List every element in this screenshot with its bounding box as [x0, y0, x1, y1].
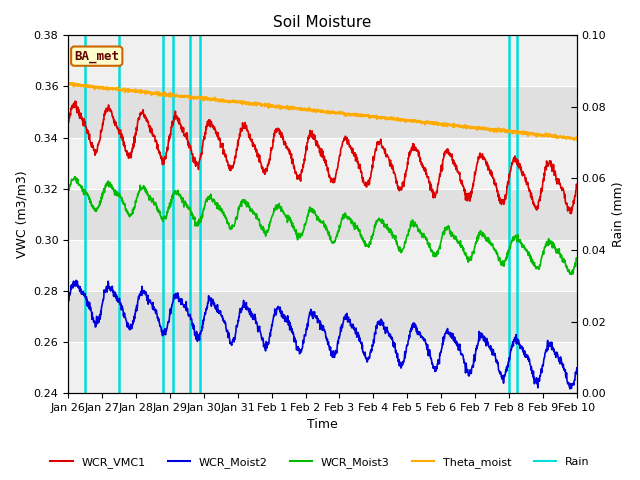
Bar [68, 291, 577, 342]
Y-axis label: VWC (m3/m3): VWC (m3/m3) [15, 170, 28, 258]
Bar [68, 86, 577, 138]
Y-axis label: Rain (mm): Rain (mm) [612, 181, 625, 247]
Title: Soil Moisture: Soil Moisture [273, 15, 372, 30]
Text: BA_met: BA_met [74, 49, 119, 63]
Bar [68, 189, 577, 240]
Legend: WCR_VMC1, WCR_Moist2, WCR_Moist3, Theta_moist, Rain: WCR_VMC1, WCR_Moist2, WCR_Moist3, Theta_… [46, 452, 594, 472]
X-axis label: Time: Time [307, 419, 338, 432]
